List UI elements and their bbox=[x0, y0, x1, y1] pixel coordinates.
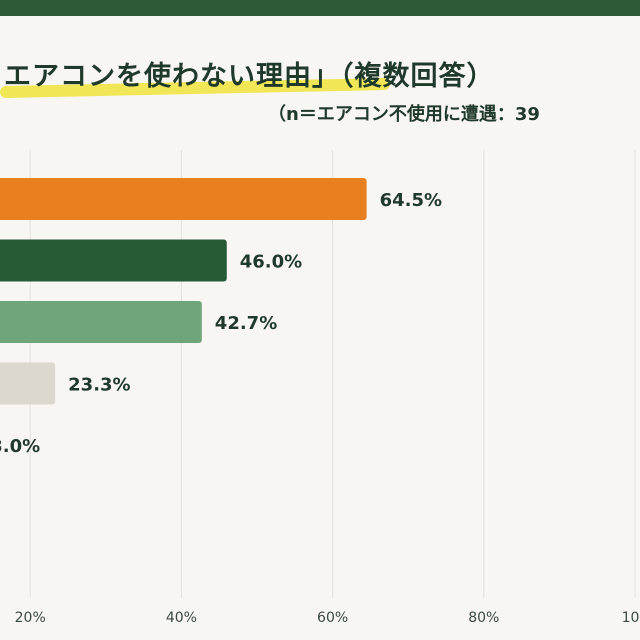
x-tick-label-40: 40% bbox=[166, 610, 197, 626]
gridlines bbox=[29, 150, 636, 598]
x-tick-label-80: 80% bbox=[468, 610, 499, 626]
bar-2 bbox=[0, 301, 202, 343]
value-label-4: 3.0% bbox=[0, 436, 40, 457]
bar-1 bbox=[0, 239, 227, 282]
bar-3 bbox=[0, 362, 56, 405]
bar-0 bbox=[0, 178, 367, 220]
bars bbox=[0, 178, 367, 405]
value-label-2: 42.7% bbox=[215, 313, 277, 334]
bar-chart: 64.5%46.0%42.7%23.3%3.0%%% 20%40%60%80%1… bbox=[0, 150, 640, 626]
value-label-1: 46.0% bbox=[240, 252, 302, 273]
value-labels: 64.5%46.0%42.7%23.3%3.0%%% bbox=[0, 190, 442, 457]
value-label-3: 23.3% bbox=[68, 375, 130, 396]
x-tick-label-100: 100 bbox=[622, 610, 640, 626]
x-tick-label-20: 20% bbox=[15, 610, 46, 626]
top-accent-bar bbox=[0, 0, 640, 16]
chart-title: エアコンを使わない理由」（複数回答） bbox=[4, 61, 495, 92]
chart-subtitle: （n＝エアコン不使用に遭遇：39 bbox=[268, 104, 540, 125]
x-tick-label-60: 60% bbox=[317, 610, 348, 626]
x-axis-ticks: 20% 40% 60% 80% 100 bbox=[15, 610, 640, 626]
value-label-0: 64.5% bbox=[380, 190, 442, 211]
